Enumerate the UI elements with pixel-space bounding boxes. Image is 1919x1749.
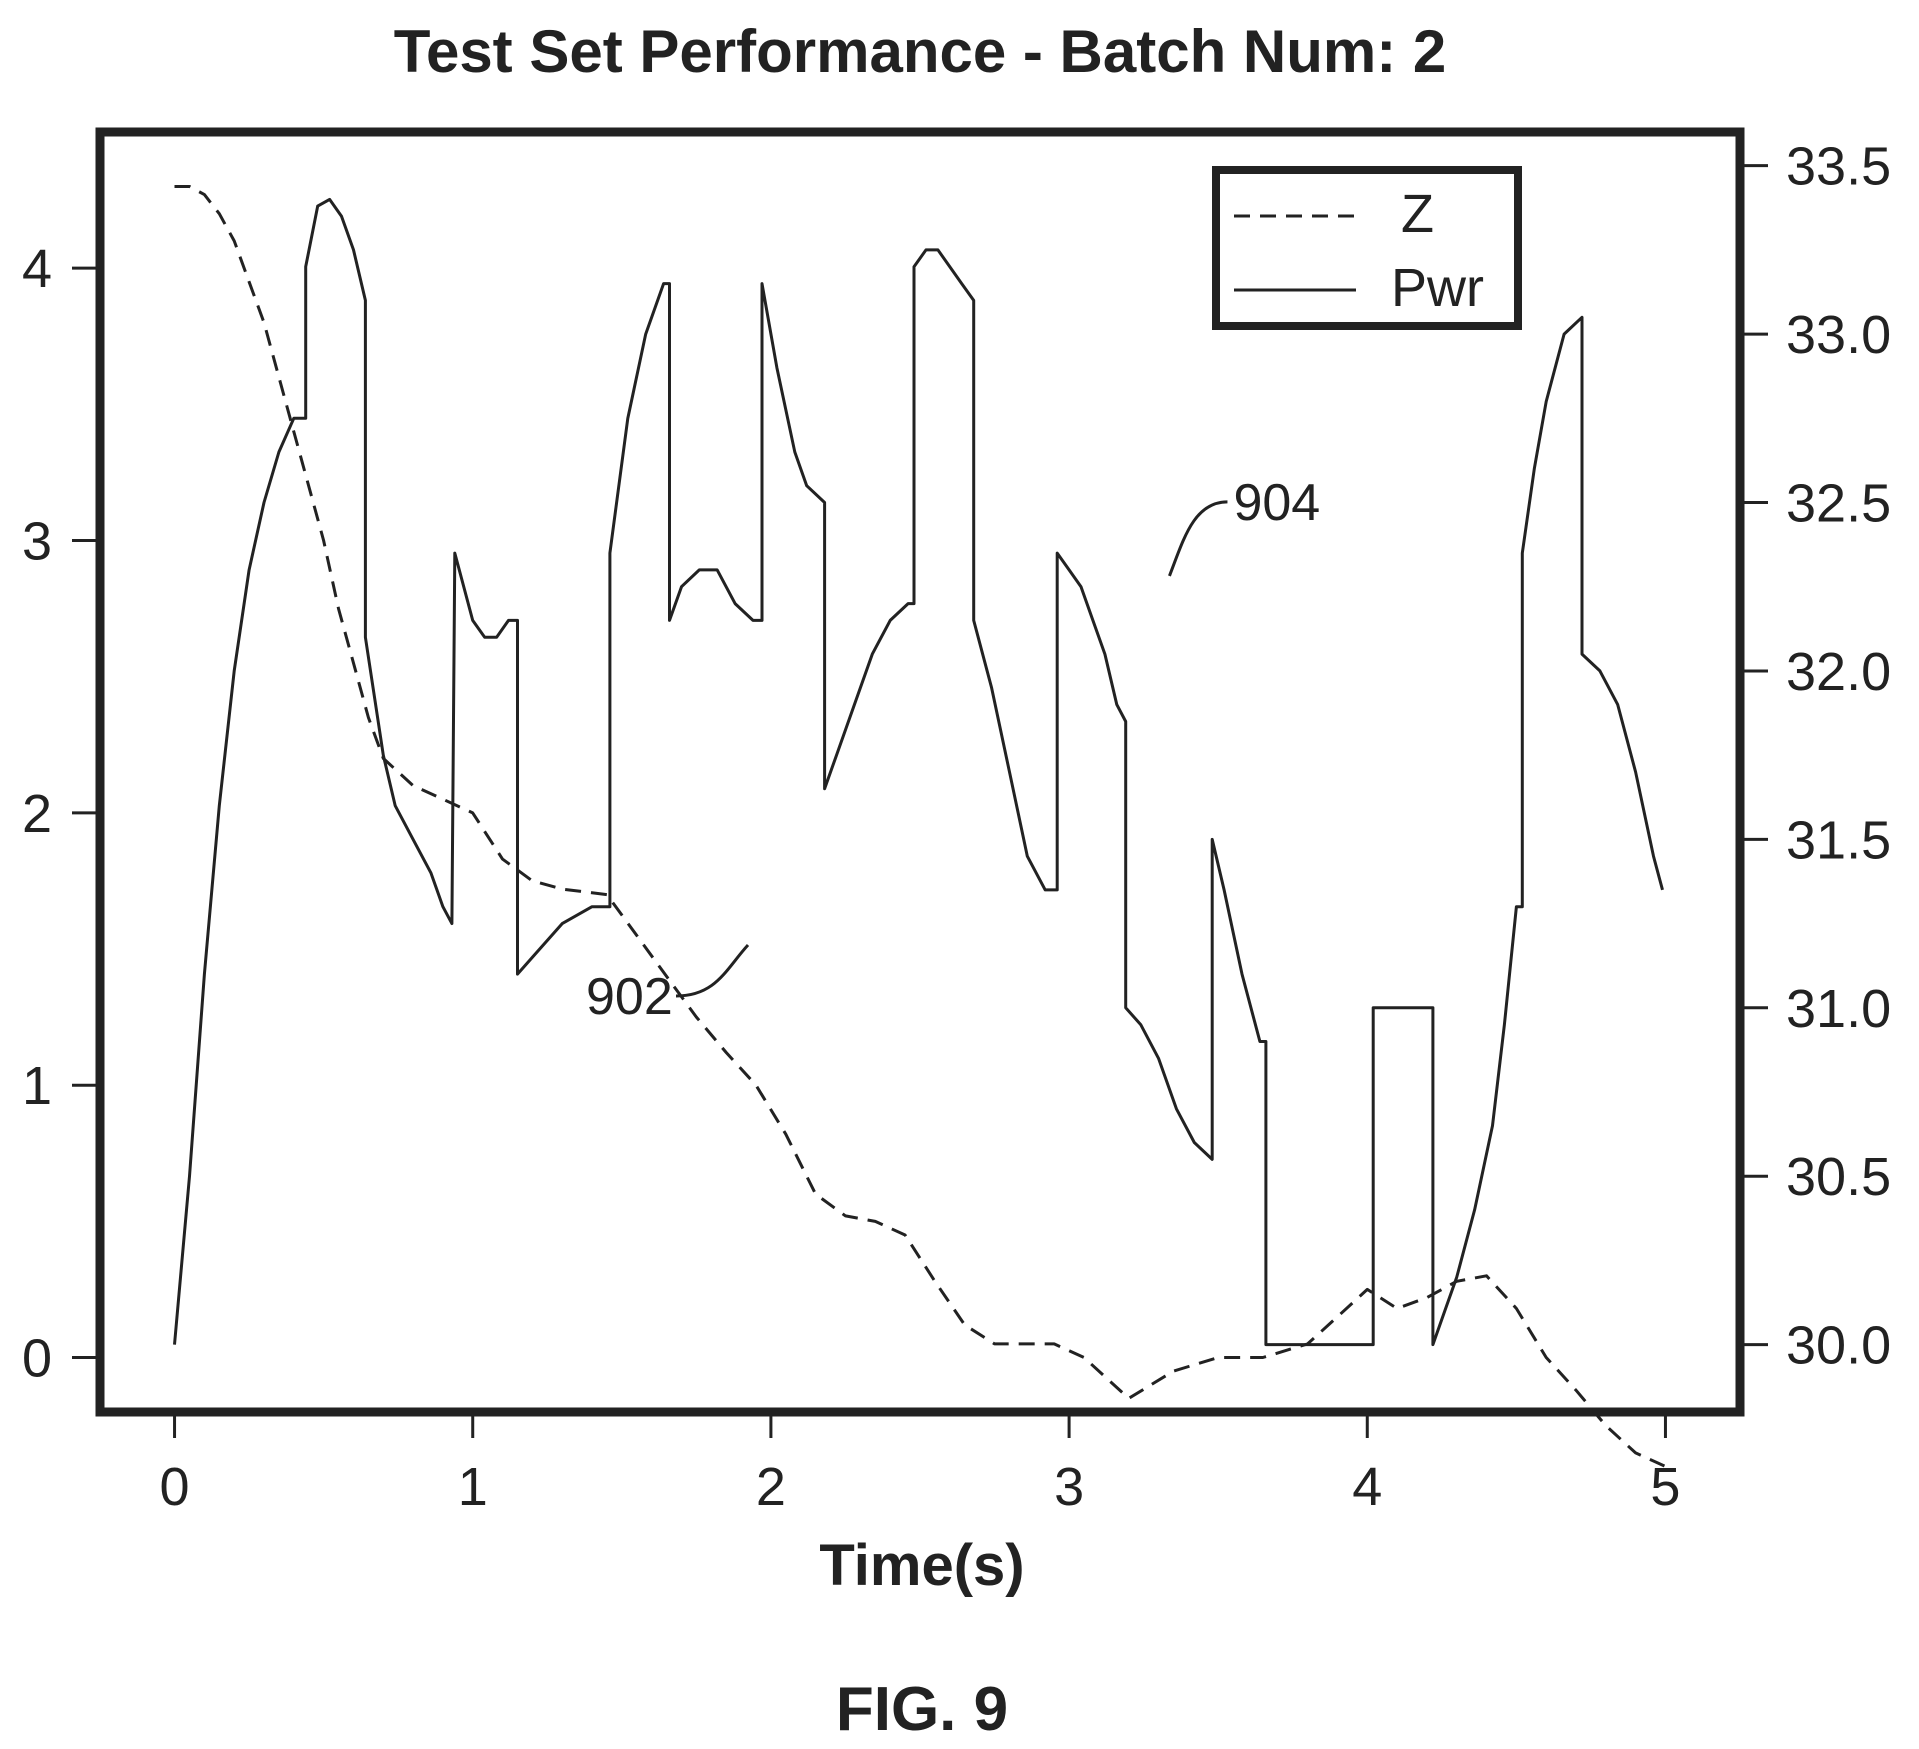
left-tick-label: 3: [22, 512, 52, 572]
right-tick-label: 32.0: [1786, 642, 1891, 702]
right-tick-label: 31.0: [1786, 979, 1891, 1039]
legend-label-pwr: Pwr: [1391, 258, 1484, 318]
x-tick-label: 2: [756, 1457, 786, 1517]
annotation-leader: [675, 944, 750, 998]
x-tick-label: 5: [1650, 1457, 1680, 1517]
x-tick-label: 1: [458, 1457, 488, 1517]
right-tick-label: 32.5: [1786, 474, 1891, 534]
x-tick-label: 4: [1352, 1457, 1382, 1517]
chart-title: Test Set Performance - Batch Num: 2: [394, 18, 1447, 85]
right-tick-label: 30.0: [1786, 1316, 1891, 1376]
right-tick-label: 33.0: [1786, 305, 1891, 365]
right-tick-label: 31.5: [1786, 810, 1891, 870]
right-tick-label: 33.5: [1786, 137, 1891, 197]
x-axis-label: Time(s): [819, 1533, 1024, 1598]
figure-caption: FIG. 9: [836, 1675, 1008, 1744]
series-line-z: [174, 185, 1667, 1468]
plot-frame: [95, 127, 1745, 1417]
annotation-layer: 902 904: [586, 474, 1320, 1026]
right-tick-label: 30.5: [1786, 1147, 1891, 1207]
annotation-label: 902: [586, 968, 673, 1026]
annotation-leader: [1168, 500, 1228, 577]
x-tick-label: 3: [1054, 1457, 1084, 1517]
left-tick-label: 0: [22, 1329, 52, 1389]
left-tick-label: 2: [22, 784, 52, 844]
annotation-label: 904: [1233, 474, 1320, 532]
legend-box: [1212, 166, 1522, 330]
series-line-pwr: [173, 197, 1664, 1347]
series-layer: [173, 185, 1667, 1468]
left-tick-label: 1: [22, 1056, 52, 1116]
left-tick-label: 4: [22, 239, 52, 299]
legend: Z Pwr: [1212, 166, 1522, 330]
x-tick-label: 0: [160, 1457, 190, 1517]
axes: 0 1 2 3 4 5 0 1 2 3 4 30.0 30.5 31.0 31.5 32.0 32.5 33.0 3…: [22, 137, 1891, 1517]
legend-label-z: Z: [1401, 184, 1434, 244]
